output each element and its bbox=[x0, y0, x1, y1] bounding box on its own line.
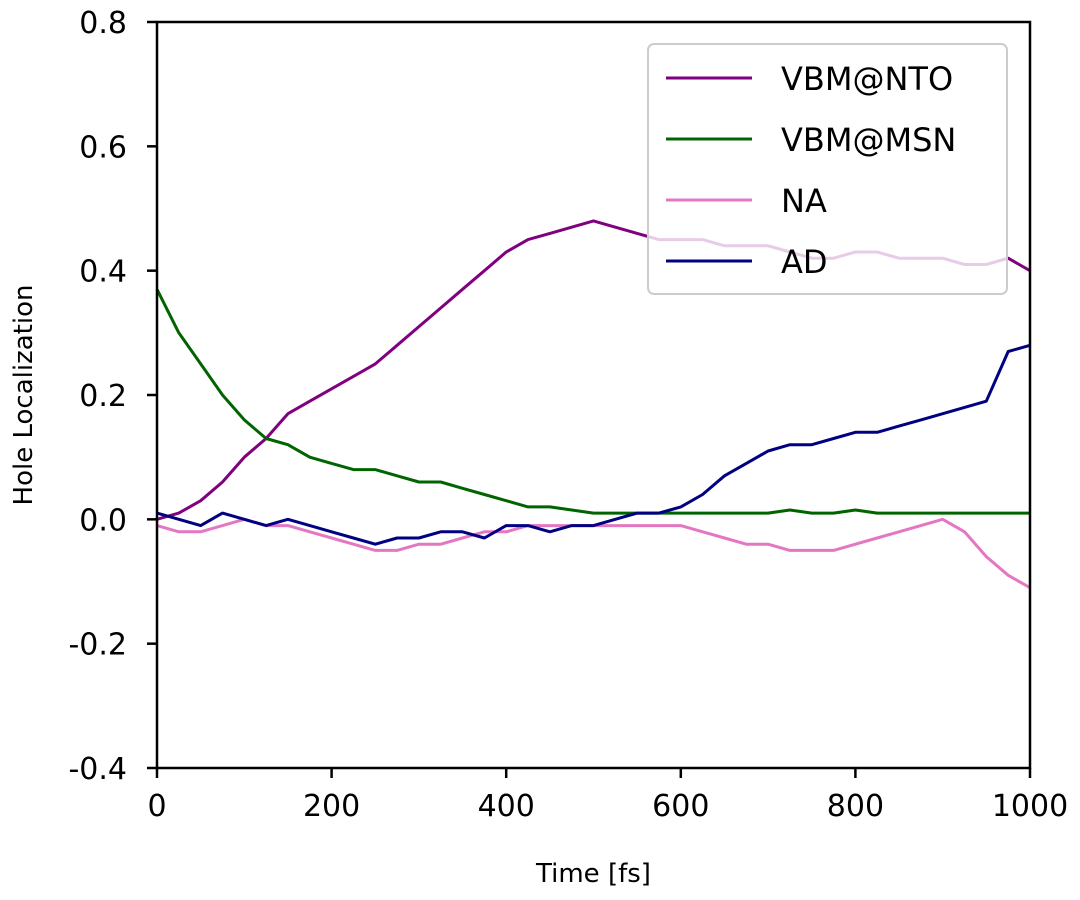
legend-label-vbm-msn: VBM@MSN bbox=[781, 121, 956, 159]
y-tick-label: -0.2 bbox=[68, 628, 127, 663]
y-tick-label: 0.2 bbox=[79, 379, 127, 414]
x-axis-title: Time [fs] bbox=[535, 859, 651, 889]
y-tick-label: 0.0 bbox=[79, 503, 127, 538]
y-tick-label: 0.8 bbox=[79, 6, 127, 41]
axes: 0 200 400 600 800 1000 -0.4 -0.2 0.0 0.2 0.4 0.6 0.8 bbox=[68, 6, 1068, 824]
y-tick-label: 0.6 bbox=[79, 130, 127, 165]
x-tick-label: 400 bbox=[478, 789, 535, 824]
legend-label-vbm-nto: VBM@NTO bbox=[781, 60, 953, 98]
x-tick-label: 0 bbox=[147, 789, 166, 824]
series-line-na bbox=[156, 517, 1031, 590]
legend-label-na: NA bbox=[781, 182, 827, 220]
legend-label-ad: AD bbox=[781, 243, 828, 281]
legend-box bbox=[647, 43, 1008, 295]
y-tick-label: 0.4 bbox=[79, 255, 127, 290]
series-line-vbm-msn bbox=[155, 288, 1030, 515]
x-tick-label: 1000 bbox=[992, 789, 1068, 824]
x-tick-label: 200 bbox=[303, 789, 360, 824]
y-tick-label: -0.4 bbox=[68, 752, 127, 787]
legend: VBM@NTO VBM@MSN NA AD bbox=[647, 43, 1008, 295]
series-line-ad bbox=[156, 343, 1031, 546]
y-axis-title: Hole Localization bbox=[9, 285, 39, 506]
x-tick-label: 800 bbox=[827, 789, 884, 824]
x-tick-label: 600 bbox=[652, 789, 709, 824]
